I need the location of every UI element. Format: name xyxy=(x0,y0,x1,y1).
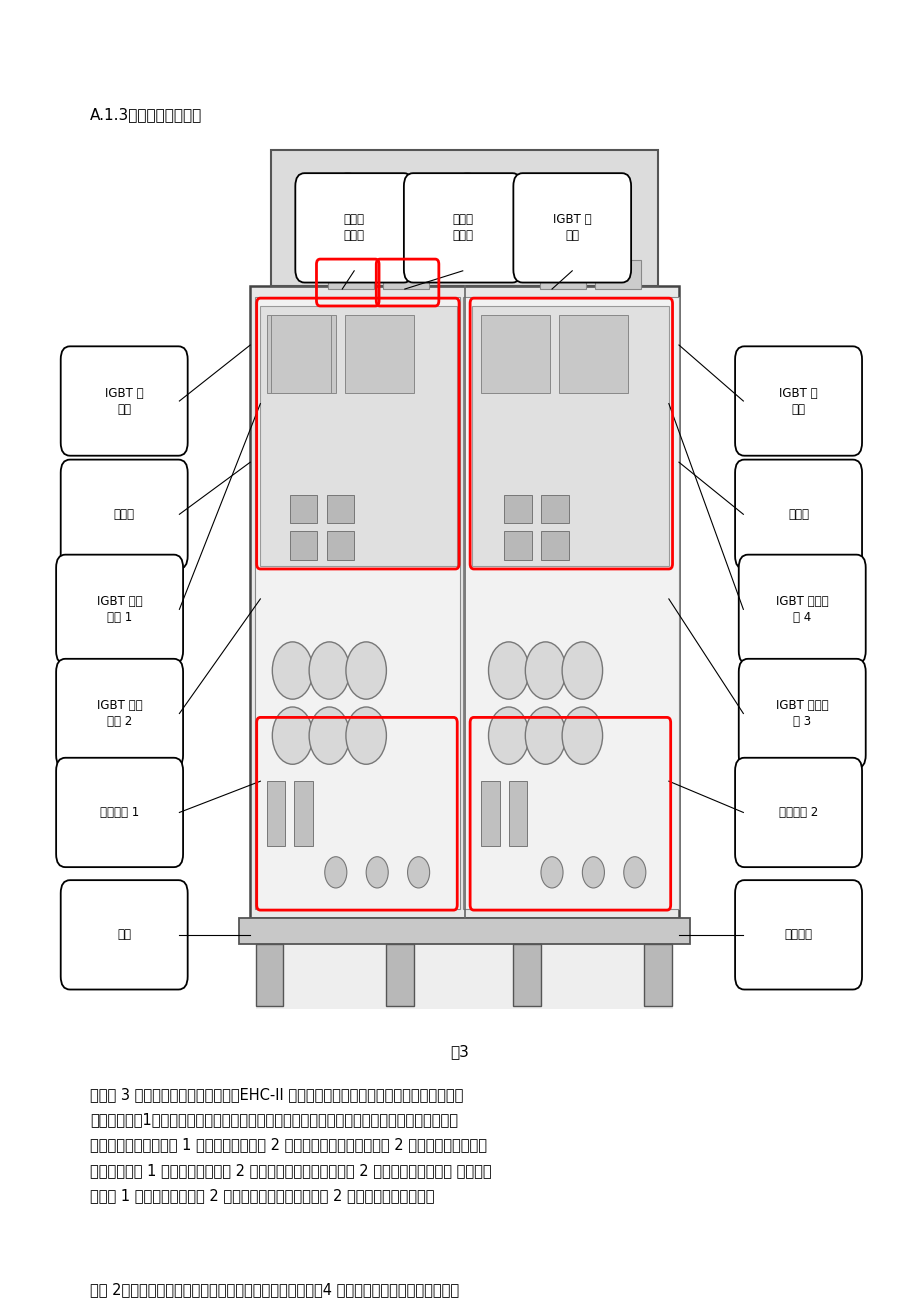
Bar xyxy=(481,781,499,846)
Bar xyxy=(508,781,527,846)
Text: A.1.3、逃变回路接线笱: A.1.3、逃变回路接线笱 xyxy=(90,107,202,122)
Bar xyxy=(386,944,414,1006)
Text: IGBT 输出
铜排 1: IGBT 输出 铜排 1 xyxy=(96,595,142,624)
Bar xyxy=(250,286,678,918)
FancyBboxPatch shape xyxy=(61,346,187,456)
Bar xyxy=(267,315,335,393)
Circle shape xyxy=(582,857,604,888)
Bar xyxy=(255,297,460,909)
Text: 出线孔: 出线孔 xyxy=(788,508,808,521)
Circle shape xyxy=(272,642,312,699)
Bar xyxy=(294,781,312,846)
Bar xyxy=(255,944,673,1009)
Circle shape xyxy=(562,642,602,699)
Bar xyxy=(504,495,531,523)
Text: 图3: 图3 xyxy=(450,1044,469,1060)
Circle shape xyxy=(314,194,347,241)
Circle shape xyxy=(309,707,349,764)
Circle shape xyxy=(407,857,429,888)
Bar xyxy=(260,306,457,566)
Bar xyxy=(326,495,354,523)
Circle shape xyxy=(488,642,528,699)
Circle shape xyxy=(488,707,528,764)
FancyBboxPatch shape xyxy=(56,758,183,867)
Text: 整流模块 2: 整流模块 2 xyxy=(778,806,817,819)
Circle shape xyxy=(324,857,346,888)
Bar xyxy=(271,315,331,393)
Bar xyxy=(267,781,285,846)
Bar xyxy=(540,531,568,560)
Text: IGBT 输出铜
排 3: IGBT 输出铜 排 3 xyxy=(775,699,828,728)
FancyBboxPatch shape xyxy=(513,173,630,283)
Circle shape xyxy=(525,707,565,764)
Text: 出线孔: 出线孔 xyxy=(114,508,134,521)
Text: 2、直流母线电压的取样线接在充电电容上，电容上有4 列螺丝，第一列和第三列为正，
　　第二列和第四列为负。: 2、直流母线电压的取样线接在充电电容上，电容上有4 列螺丝，第一列和第三列为正，… xyxy=(90,1282,459,1302)
FancyBboxPatch shape xyxy=(734,758,861,867)
Bar xyxy=(239,918,689,944)
Text: IGBT 驱
动板: IGBT 驱 动板 xyxy=(778,387,817,415)
Text: IGBT 驱
动板: IGBT 驱 动板 xyxy=(105,387,143,415)
Circle shape xyxy=(346,642,386,699)
Circle shape xyxy=(562,707,602,764)
Bar xyxy=(382,260,428,289)
Bar xyxy=(327,260,373,289)
Text: 充电电容: 充电电容 xyxy=(784,928,811,941)
Circle shape xyxy=(272,707,312,764)
Circle shape xyxy=(467,194,500,241)
Bar xyxy=(289,531,317,560)
Circle shape xyxy=(346,707,386,764)
FancyBboxPatch shape xyxy=(734,880,861,990)
Text: 整流模块 1: 整流模块 1 xyxy=(100,806,139,819)
Bar xyxy=(643,944,671,1006)
Bar xyxy=(345,315,414,393)
Bar xyxy=(504,531,531,560)
Bar xyxy=(289,495,317,523)
Circle shape xyxy=(540,857,562,888)
Text: 电感: 电感 xyxy=(117,928,131,941)
FancyBboxPatch shape xyxy=(734,346,861,456)
Bar xyxy=(471,306,668,566)
Text: IGBT 接
口板: IGBT 接 口板 xyxy=(552,214,591,242)
Circle shape xyxy=(444,173,490,238)
Bar xyxy=(595,260,641,289)
Bar xyxy=(513,944,540,1006)
FancyBboxPatch shape xyxy=(295,173,413,283)
Text: 一次侧
输入左: 一次侧 输入左 xyxy=(344,214,364,242)
FancyBboxPatch shape xyxy=(403,173,521,283)
Text: 一次侧
输入右: 一次侧 输入右 xyxy=(452,214,472,242)
Circle shape xyxy=(366,857,388,888)
Bar xyxy=(540,495,568,523)
FancyBboxPatch shape xyxy=(61,460,187,569)
FancyBboxPatch shape xyxy=(61,880,187,990)
Text: IGBT 输出
铜排 2: IGBT 输出 铜排 2 xyxy=(96,699,142,728)
Text: IGBT 输出铜
排 4: IGBT 输出铜 排 4 xyxy=(775,595,828,624)
Bar xyxy=(271,150,657,286)
Circle shape xyxy=(623,857,645,888)
Circle shape xyxy=(324,173,370,238)
FancyBboxPatch shape xyxy=(56,659,183,768)
Bar xyxy=(559,315,628,393)
Bar xyxy=(539,260,585,289)
Circle shape xyxy=(525,642,565,699)
Bar xyxy=(326,531,354,560)
Text: 图 3 为逃变回路接线笱，按照《EHC-II 逃变笱接线图》接线，接线要牢固、可靠。注
　　意事项：1、主回路交流接触器接至逃变笱的整流模块的电缆，左右两只逃变: 图 3 为逃变回路接线笱，按照《EHC-II 逃变笱接线图》接线，接线要牢固、可… xyxy=(90,1087,492,1203)
FancyBboxPatch shape xyxy=(738,659,865,768)
FancyBboxPatch shape xyxy=(56,555,183,664)
Circle shape xyxy=(309,642,349,699)
FancyBboxPatch shape xyxy=(734,460,861,569)
Bar xyxy=(255,944,283,1006)
FancyBboxPatch shape xyxy=(738,555,865,664)
Bar xyxy=(462,297,678,909)
Bar xyxy=(481,315,550,393)
